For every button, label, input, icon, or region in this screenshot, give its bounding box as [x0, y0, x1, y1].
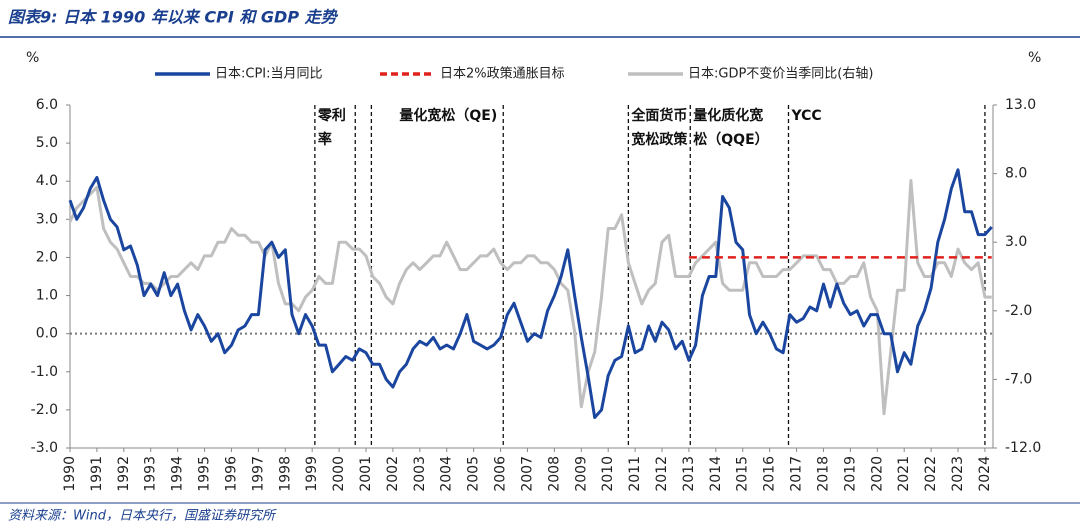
- x-tick-label: 1991: [89, 456, 105, 492]
- legend-label: 日本2%政策通胀目标: [440, 66, 565, 82]
- x-tick-label: 2006: [493, 456, 509, 492]
- x-tick-label: 2022: [923, 456, 939, 492]
- x-tick-label: 2002: [385, 456, 401, 492]
- source: 资料来源：Wind，日本央行，国盛证券研究所: [8, 508, 277, 524]
- x-tick-label: 2016: [762, 456, 778, 492]
- y2-tick-label: -2.0: [1005, 303, 1032, 319]
- x-tick-label: 2001: [358, 456, 374, 492]
- chart-title: 图表9: 日本 1990 年以来 CPI 和 GDP 走势: [8, 8, 339, 27]
- y2-tick-label: 3.0: [1005, 234, 1027, 250]
- x-tick-label: 1998: [277, 456, 293, 492]
- x-tick-label: 1993: [143, 456, 159, 492]
- x-tick-label: 2017: [789, 456, 805, 492]
- x-tick-label: 2019: [842, 456, 858, 492]
- x-tick-label: 2004: [439, 456, 455, 492]
- y-tick-label: 3.0: [36, 211, 58, 227]
- x-tick-label: 2007: [519, 456, 535, 492]
- period-label: 宽松政策: [631, 131, 688, 148]
- x-tick-label: 2009: [573, 456, 589, 492]
- y-tick-label: -3.0: [31, 440, 58, 456]
- x-tick-label: 1997: [250, 456, 266, 492]
- x-tick-label: 2003: [412, 456, 428, 492]
- x-tick-label: 2023: [950, 456, 966, 492]
- y2-axis-label: %: [1028, 50, 1041, 66]
- x-tick-label: 1996: [223, 456, 239, 492]
- y-tick-label: -1.0: [31, 364, 58, 380]
- period-label: 率: [318, 131, 332, 148]
- x-tick-label: 2014: [708, 456, 724, 492]
- y-tick-label: 6.0: [36, 97, 58, 113]
- period-label: 量化质化宽: [693, 107, 763, 124]
- x-tick-label: 1992: [116, 456, 132, 492]
- legend-label: 日本:CPI:当月同比: [215, 67, 323, 82]
- y2-tick-label: 8.0: [1005, 166, 1027, 182]
- x-tick-label: 2005: [466, 456, 482, 492]
- x-tick-label: 2021: [896, 456, 912, 492]
- x-tick-label: 1995: [197, 456, 213, 492]
- y2-tick-label: 13.0: [1005, 97, 1036, 113]
- x-tick-label: 2024: [977, 456, 993, 492]
- legend-label: 日本:GDP不变价当季同比(右轴): [688, 66, 873, 82]
- y-axis-label: %: [26, 50, 39, 66]
- x-tick-label: 1990: [62, 456, 78, 492]
- x-tick-label: 1994: [170, 456, 186, 492]
- x-tick-label: 2013: [681, 456, 697, 492]
- x-tick-label: 2011: [627, 456, 643, 492]
- x-tick-label: 2012: [654, 456, 670, 492]
- y-tick-label: 4.0: [36, 173, 58, 189]
- period-label: 零利: [317, 107, 346, 124]
- y-tick-label: 5.0: [36, 135, 58, 151]
- period-label: 全面货币: [630, 107, 687, 124]
- y-tick-label: 0.0: [36, 326, 58, 342]
- series-line: [68, 179, 992, 416]
- period-label: 量化宽松（QE): [399, 107, 497, 124]
- x-tick-label: 2010: [600, 456, 616, 492]
- period-label: 松（QQE）: [693, 131, 768, 148]
- period-label: YCC: [790, 108, 821, 124]
- y-tick-label: 2.0: [36, 249, 58, 265]
- y2-tick-label: -7.0: [1005, 371, 1032, 387]
- x-tick-label: 2008: [546, 456, 562, 492]
- y-tick-label: 1.0: [36, 288, 58, 304]
- x-tick-label: 2000: [331, 456, 347, 492]
- x-tick-label: 1999: [304, 456, 320, 492]
- x-tick-label: 2020: [869, 456, 885, 492]
- series-line: [68, 168, 993, 419]
- y-tick-label: -2.0: [31, 402, 58, 418]
- y2-tick-label: -12.0: [1005, 440, 1041, 456]
- x-tick-label: 2015: [735, 456, 751, 492]
- x-tick-label: 2018: [815, 456, 831, 492]
